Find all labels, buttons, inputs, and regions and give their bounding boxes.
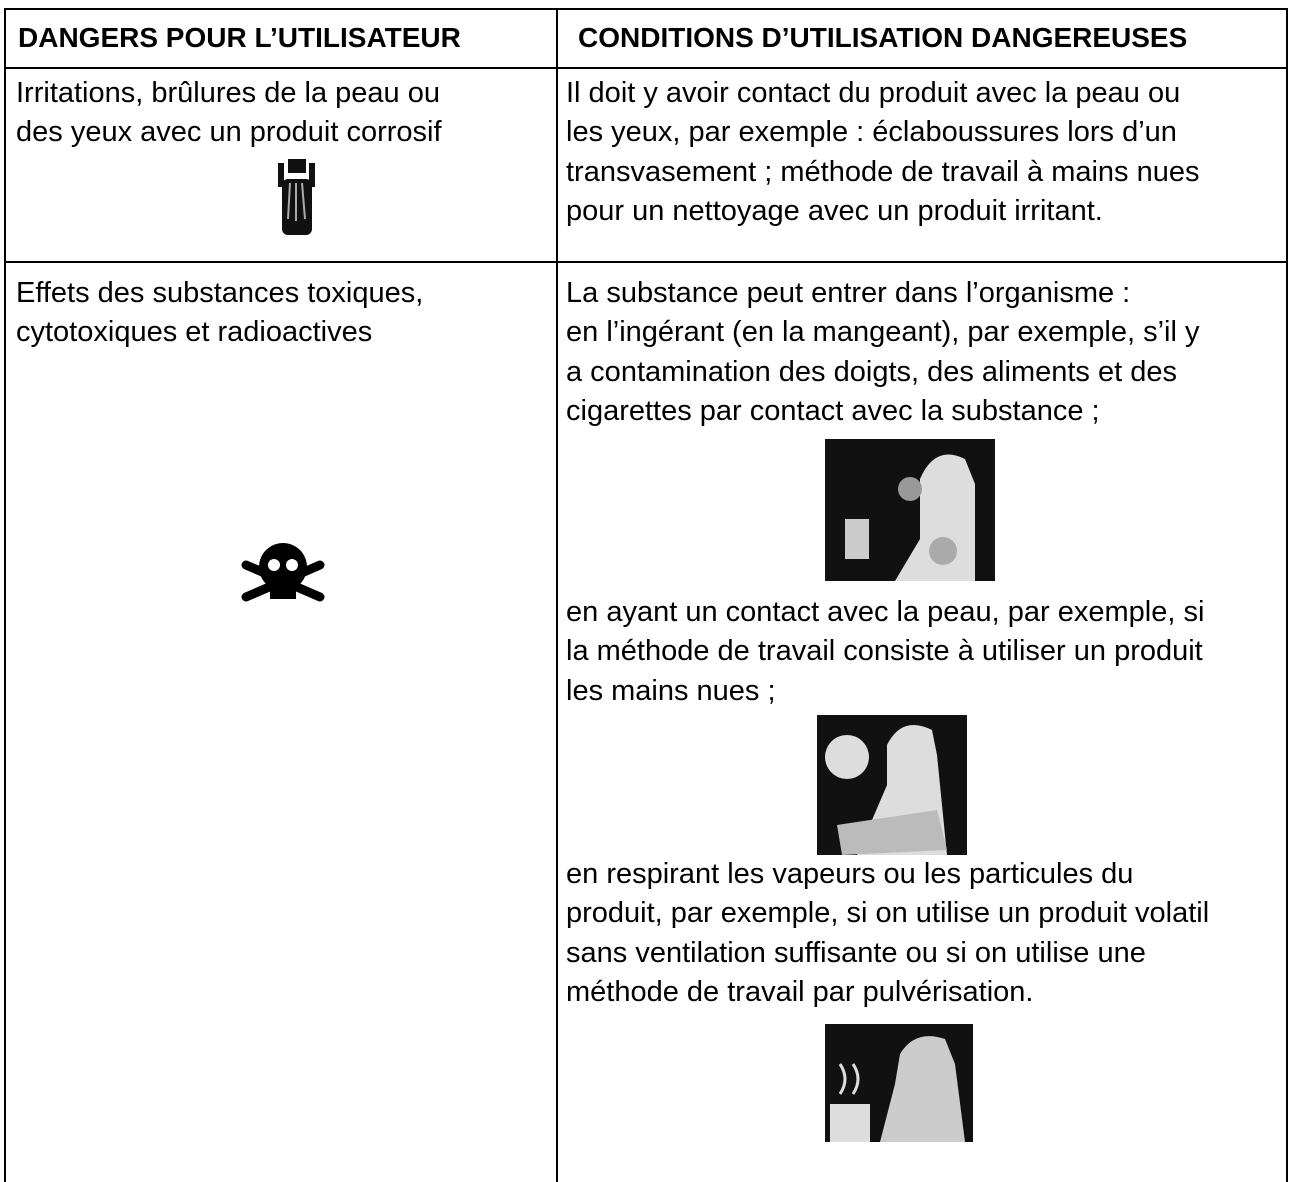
skull-icon — [241, 542, 325, 602]
text-line: les yeux, par exemple : éclaboussures lo… — [566, 116, 1177, 149]
text-line: la méthode de travail consiste à utilise… — [566, 635, 1203, 668]
inhalation-icon — [825, 1024, 973, 1143]
paragraph: en respirant les vapeurs ou les particul… — [566, 855, 1209, 1012]
border — [4, 8, 1288, 10]
header-cell: DANGERS POUR L’UTILISATEUR — [18, 22, 461, 53]
cell: La substance peut entrer dans l’organism… — [566, 274, 1209, 1143]
border — [4, 8, 6, 1182]
border — [556, 8, 558, 1182]
text-line: les mains nues ; — [566, 674, 776, 707]
text-line: en respirant les vapeurs ou les particul… — [566, 858, 1134, 891]
border — [4, 261, 1288, 263]
text-line: Il doit y avoir contact du produit avec … — [566, 77, 1181, 109]
paragraph: Il doit y avoir contact du produit avec … — [566, 74, 1200, 231]
cell: Il doit y avoir contact du produit avec … — [566, 74, 1200, 231]
text-line: des yeux avec un produit corrosif — [16, 116, 442, 149]
text-line: a contamination des doigts, des aliments… — [566, 355, 1177, 388]
corrosive-icon — [278, 158, 315, 235]
text-line: sans ventilation suffisante ou si on uti… — [566, 936, 1146, 969]
text-line: Irritations, brûlures de la peau ou — [16, 77, 440, 109]
text-line: cigarettes par contact avec la substance… — [566, 394, 1100, 427]
text-line: méthode de travail par pulvérisation. — [566, 975, 1034, 1008]
cell: Effets des substances toxiques, cytotoxiq… — [16, 274, 423, 615]
text-line: cytotoxiques et radioactives — [16, 316, 373, 349]
cell: Irritations, brûlures de la peau ou des y… — [16, 74, 442, 239]
text-line: La substance peut entrer dans l’organism… — [566, 277, 1131, 309]
text-line: en ayant un contact avec la peau, par ex… — [566, 596, 1205, 629]
skin-contact-icon — [817, 715, 967, 856]
paragraph: La substance peut entrer dans l’organism… — [566, 274, 1209, 431]
paragraph: Effets des substances toxiques, cytotoxiq… — [16, 274, 423, 353]
paragraph: en ayant un contact avec la peau, par ex… — [566, 593, 1209, 711]
header-cell: CONDITIONS D’UTILISATION DANGEREUSES — [578, 22, 1188, 53]
ingestion-icon — [825, 439, 995, 582]
text-line: Effets des substances toxiques, — [16, 277, 424, 309]
text-line: produit, par exemple, si on utilise un p… — [566, 897, 1210, 930]
paragraph: Irritations, brûlures de la peau ou des y… — [16, 74, 442, 153]
border — [4, 67, 1288, 69]
text-line: pour un nettoyage avec un produit irrita… — [566, 194, 1103, 227]
text-line: transvasement ; méthode de travail à mai… — [566, 155, 1200, 188]
text-line: en l’ingérant (en la mangeant), par exem… — [566, 316, 1200, 349]
border — [1286, 8, 1288, 1182]
